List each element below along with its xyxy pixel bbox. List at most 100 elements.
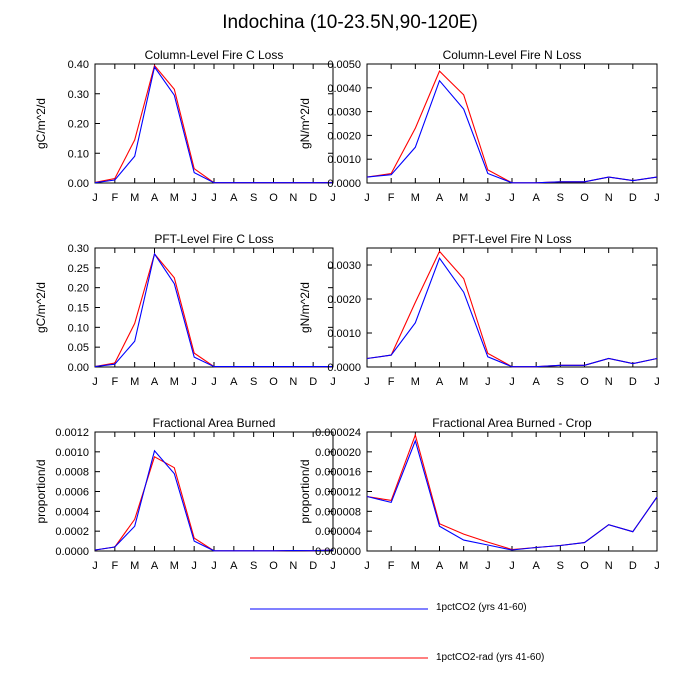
panel-5-xtick-label: A: [151, 560, 159, 572]
panel-2-series-1pctco2-rad-line: [366, 70, 658, 184]
panel-6-ytick-label: 0.000004: [315, 526, 361, 538]
panel-4-xtick-label: J: [485, 376, 491, 388]
panel-5-xtick-label: J: [92, 560, 98, 572]
panel-6-xtick-label: F: [388, 560, 395, 572]
panel-5-ylabel: proportion/d: [34, 459, 48, 523]
panel-3-xtick-label: F: [111, 376, 118, 388]
panel-1-xtick-label: S: [250, 192, 257, 204]
panel-6-ytick-label: 0.000020: [315, 447, 361, 459]
panel-3-xtick-label: J: [330, 376, 336, 388]
panel-2-xtick-label: M: [411, 192, 420, 204]
panel-3-ytick-label: 0.30: [68, 243, 89, 255]
panel-3-ylabel: gC/m^2/d: [34, 282, 48, 333]
panel-6-series-1pctco2-line: [366, 439, 658, 551]
panel-5-ytick-label: 0.0012: [55, 427, 89, 439]
panel-6-xtick-label: S: [557, 560, 564, 572]
panel-6-xtick-label: J: [654, 560, 660, 572]
panel-4-xtick-label: M: [411, 376, 420, 388]
panel-5-series-1pctco2-line: [94, 449, 334, 552]
panel-6-xtick-label: J: [509, 560, 515, 572]
panel-2-xtick-label: O: [580, 192, 589, 204]
panel-4-xtick-label: J: [654, 376, 660, 388]
panel-2-ylabel: gN/m^2/d: [298, 98, 312, 149]
panel-3-ytick-label: 0.00: [68, 362, 89, 374]
panel-2-xtick-label: J: [509, 192, 515, 204]
panel-5-xtick-label: D: [309, 560, 317, 572]
panel-6-frame: [366, 431, 658, 552]
panel-2-xtick-label: N: [605, 192, 613, 204]
panel-3-xtick-label: M: [130, 376, 139, 388]
panel-5-xtick-label: J: [191, 560, 197, 572]
panel-1-xtick-label: J: [211, 192, 217, 204]
panel-3-xtick-label: M: [170, 376, 179, 388]
panel-6-xtick-label: D: [629, 560, 637, 572]
panel-3-ytick-label: 0.05: [68, 342, 89, 354]
panel-4-xtick-label: D: [629, 376, 637, 388]
panel-1-xtick-label: J: [330, 192, 336, 204]
panel-5-ytick-label: 0.0000: [55, 546, 89, 558]
panel-3-xtick-label: O: [269, 376, 278, 388]
panel-4-xtick-label: O: [580, 376, 589, 388]
panel-3-xtick-label: J: [211, 376, 217, 388]
panel-1-xtick-label: A: [151, 192, 159, 204]
panel-6-xtick-label: J: [364, 560, 370, 572]
panel-4-series-1pctco2-rad-line: [366, 250, 658, 368]
panel-6-xtick-label: A: [436, 560, 444, 572]
panel-1-xtick-label: J: [92, 192, 98, 204]
panel-3-xtick-label: J: [92, 376, 98, 388]
panel-4-ytick-label: 0.0000: [327, 362, 361, 374]
panel-1-xtick-label: J: [191, 192, 197, 204]
panel-4-xtick-label: A: [436, 376, 444, 388]
panel-1-series-1pctco2-line: [94, 65, 333, 184]
panel-2-xtick-label: J: [485, 192, 491, 204]
panel-1-ytick-label: 0.40: [68, 59, 89, 71]
panel-5-xtick-label: N: [289, 560, 297, 572]
panel-5-ytick-label: 0.0002: [55, 526, 89, 538]
panel-2-xtick-label: J: [364, 192, 370, 204]
panel-1-title: Column-Level Fire C Loss: [145, 48, 284, 62]
panel-3-xtick-label: D: [309, 376, 317, 388]
panel-6-ytick-label: 0.000000: [315, 546, 361, 558]
panel-6-title: Fractional Area Burned - Crop: [432, 416, 592, 430]
panel-4-frame: [366, 247, 658, 368]
panel-4-xtick-label: F: [388, 376, 395, 388]
panel-3-ytick-label: 0.20: [68, 283, 89, 295]
panel-3-ytick-label: 0.15: [68, 303, 89, 315]
panel-4-xtick-label: J: [364, 376, 370, 388]
panel-6-ytick-label: 0.000008: [315, 506, 361, 518]
panel-1-xtick-label: D: [309, 192, 317, 204]
panel-5-ytick-label: 0.0010: [55, 447, 89, 459]
panel-5-ytick-label: 0.0008: [55, 467, 89, 479]
panel-5-xtick-label: M: [130, 560, 139, 572]
panel-5-ytick-label: 0.0006: [55, 487, 89, 499]
panel-4-ylabel: gN/m^2/d: [298, 282, 312, 333]
panel-2-ytick-label: 0.0030: [327, 107, 361, 119]
panel-5-ytick-label: 0.0004: [55, 506, 89, 518]
panel-1-ytick-label: 0.30: [68, 89, 89, 101]
panel-1-ytick-label: 0.10: [68, 148, 89, 160]
panel-1-xtick-label: M: [170, 192, 179, 204]
panel-6-xtick-label: N: [605, 560, 613, 572]
panel-2-xtick-label: D: [629, 192, 637, 204]
panel-2-ytick-label: 0.0050: [327, 59, 361, 71]
panel-3-xtick-label: A: [230, 376, 238, 388]
panel-1-xtick-label: M: [130, 192, 139, 204]
panel-6-ytick-label: 0.000012: [315, 487, 361, 499]
panel-6-ytick-label: 0.000024: [315, 427, 361, 439]
panel-2-ytick-label: 0.0020: [327, 130, 361, 142]
panel-5-xtick-label: A: [230, 560, 238, 572]
panel-3-xtick-label: S: [250, 376, 257, 388]
panel-5-xtick-label: S: [250, 560, 257, 572]
panel-5-xtick-label: J: [330, 560, 336, 572]
panel-2-frame: [366, 63, 658, 184]
panel-3-series-1pctco2-line: [94, 252, 333, 368]
panel-6-ytick-label: 0.000016: [315, 467, 361, 479]
panel-6-ylabel: proportion/d: [298, 459, 312, 523]
panel-1-xtick-label: A: [230, 192, 238, 204]
panel-6-xtick-label: M: [411, 560, 420, 572]
panel-4-xtick-label: A: [532, 376, 540, 388]
panel-4-xtick-label: S: [557, 376, 564, 388]
panel-2-xtick-label: F: [388, 192, 395, 204]
panel-2-ytick-label: 0.0000: [327, 178, 361, 190]
panel-2-xtick-label: S: [557, 192, 564, 204]
